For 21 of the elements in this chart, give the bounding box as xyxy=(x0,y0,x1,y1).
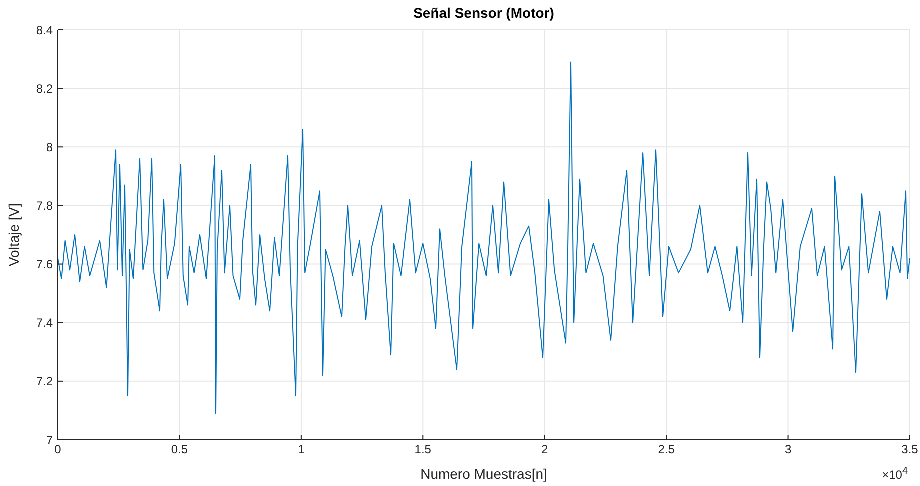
chart-title: Señal Sensor (Motor) xyxy=(412,5,556,21)
x-tick-label: 0.5 xyxy=(171,442,188,457)
x-tick-label: 0 xyxy=(54,442,62,457)
x-tick-label: 3 xyxy=(784,442,792,457)
y-tick-label: 7.6 xyxy=(36,258,54,272)
y-tick-label: 7 xyxy=(46,433,54,448)
x-tick-label: 1 xyxy=(298,442,306,457)
y-tick-label: 8.2 xyxy=(36,82,54,96)
y-axis-title: Voltaje [V] xyxy=(6,203,22,267)
y-tick-label: 7.4 xyxy=(36,316,54,330)
y-tick-label: 8 xyxy=(46,140,54,154)
text: ×10$^{4}$ xyxy=(882,466,908,482)
x-tick-label: 2 xyxy=(542,442,549,457)
x-tick-label: 1.5 xyxy=(414,442,432,457)
y-tick-label: 7.2 xyxy=(36,374,54,389)
x-tick-label: 3.5 xyxy=(902,442,919,457)
y-tick-label: 8.4 xyxy=(36,23,54,38)
x-axis-title: Numero Muestras[n] xyxy=(420,466,548,482)
x-tick-label: 2.5 xyxy=(658,442,676,457)
line-series xyxy=(58,62,910,414)
y-tick-label: 7.8 xyxy=(36,198,54,213)
